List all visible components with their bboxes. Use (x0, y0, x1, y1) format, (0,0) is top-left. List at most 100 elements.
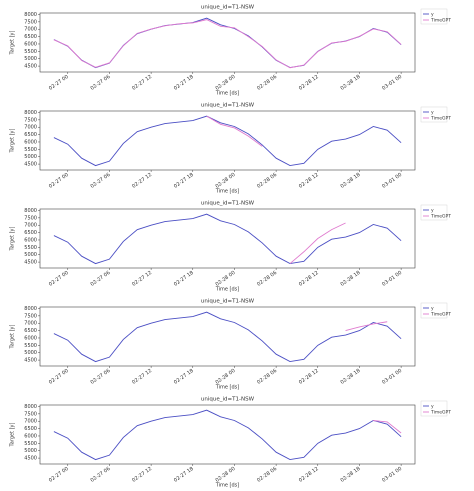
y-tick-label: 8000 (24, 208, 37, 214)
x-tick-label: 02-28 06 (256, 466, 278, 484)
x-tick-label: 02-28 00 (215, 270, 237, 288)
x-tick-label: 02-28 00 (215, 368, 237, 386)
y-tick-label: 5500 (24, 343, 37, 349)
x-tick-label: 02-28 00 (215, 74, 237, 92)
y-tick-label: 8000 (24, 110, 37, 116)
y-axis-label: Target [y] (10, 324, 16, 349)
y-axis-label: Target [y] (10, 422, 16, 447)
subplot-title: unique_id=T1-NSW (201, 201, 255, 207)
y-tick-label: 7000 (24, 419, 37, 425)
series-line (53, 17, 402, 69)
legend-label: TimeGPT (430, 18, 451, 24)
series-line (373, 420, 402, 434)
y-tick-label: 7000 (24, 223, 37, 229)
legend-label: TimeGPT (430, 410, 451, 416)
x-tick-label: 02-27 00 (48, 74, 70, 92)
y-tick-label: 8000 (24, 404, 37, 410)
x-tick-label: 02-27 18 (173, 368, 195, 386)
x-tick-label: 02-28 06 (256, 270, 278, 288)
legend-label: y (431, 307, 434, 312)
y-tick-label: 6000 (24, 41, 37, 47)
x-axis-label: Time [ds] (215, 189, 240, 195)
legend-label: TimeGPT (430, 116, 451, 122)
series-line (206, 115, 263, 147)
x-tick-label: 02-27 12 (131, 368, 153, 386)
x-axis-label: Time [ds] (215, 483, 240, 489)
x-tick-label: 02-28 12 (298, 368, 320, 386)
y-tick-label: 7000 (24, 125, 37, 131)
x-tick-label: 03-01 00 (381, 172, 403, 190)
plot-frame (39, 12, 416, 73)
x-tick-label: 02-27 00 (48, 270, 70, 288)
x-tick-label: 02-28 12 (298, 466, 320, 484)
x-axis-label: Time [ds] (215, 287, 240, 293)
x-axis-label: Time [ds] (215, 385, 240, 391)
y-tick-label: 8000 (24, 306, 37, 312)
y-axis-label: Target [y] (10, 128, 16, 153)
y-tick-label: 7500 (24, 411, 37, 417)
x-tick-label: 02-27 06 (90, 368, 112, 386)
x-tick-label: 02-27 12 (131, 270, 153, 288)
x-tick-label: 02-27 06 (90, 74, 112, 92)
x-tick-label: 02-28 06 (256, 368, 278, 386)
plot-frame (39, 306, 416, 367)
y-tick-label: 6000 (24, 433, 37, 439)
x-tick-label: 02-27 18 (173, 172, 195, 190)
x-tick-label: 02-27 06 (90, 466, 112, 484)
y-tick-label: 7000 (24, 321, 37, 327)
y-tick-label: 7500 (24, 117, 37, 123)
x-tick-label: 02-27 18 (173, 466, 195, 484)
y-tick-label: 6500 (24, 34, 37, 40)
x-tick-label: 02-28 00 (215, 172, 237, 190)
x-tick-label: 02-28 12 (298, 74, 320, 92)
y-tick-label: 4500 (24, 64, 37, 70)
x-axis-label: Time [ds] (215, 91, 240, 97)
x-tick-label: 02-27 12 (131, 172, 153, 190)
x-tick-label: 02-27 00 (48, 466, 70, 484)
y-tick-label: 7500 (24, 313, 37, 319)
subplot-title: unique_id=T1-NSW (201, 5, 255, 11)
y-tick-label: 7500 (24, 215, 37, 221)
y-tick-label: 7500 (24, 19, 37, 25)
y-tick-label: 5000 (24, 252, 37, 258)
y-tick-label: 5000 (24, 56, 37, 62)
y-tick-label: 6500 (24, 230, 37, 236)
x-tick-label: 02-27 18 (173, 270, 195, 288)
x-tick-label: 02-27 18 (173, 74, 195, 92)
y-tick-label: 5000 (24, 154, 37, 160)
y-axis-label: Target [y] (10, 30, 16, 55)
y-tick-label: 8000 (24, 12, 37, 18)
x-tick-label: 02-28 06 (256, 172, 278, 190)
subplot-title: unique_id=T1-NSW (201, 397, 255, 403)
x-tick-label: 02-28 18 (340, 270, 362, 288)
x-tick-label: 02-28 12 (298, 172, 320, 190)
y-tick-label: 5000 (24, 350, 37, 356)
legend-label: TimeGPT (430, 312, 451, 318)
x-tick-label: 02-27 00 (48, 172, 70, 190)
y-tick-label: 5000 (24, 448, 37, 454)
x-tick-label: 02-28 12 (298, 270, 320, 288)
x-tick-label: 02-28 18 (340, 172, 362, 190)
series-line (53, 213, 402, 265)
legend-label: y (431, 13, 434, 18)
x-tick-label: 02-27 06 (90, 270, 112, 288)
y-tick-label: 7000 (24, 27, 37, 33)
series-line (289, 222, 346, 264)
plot-frame (39, 110, 416, 171)
x-tick-label: 03-01 00 (381, 466, 403, 484)
x-tick-label: 02-28 18 (340, 368, 362, 386)
legend-label: y (431, 405, 434, 410)
y-tick-label: 6500 (24, 132, 37, 138)
y-tick-label: 4500 (24, 358, 37, 364)
x-tick-label: 03-01 00 (381, 270, 403, 288)
x-tick-label: 02-27 06 (90, 172, 112, 190)
y-tick-label: 6500 (24, 426, 37, 432)
x-tick-label: 02-27 12 (131, 466, 153, 484)
series-line (53, 115, 402, 167)
y-tick-label: 6000 (24, 139, 37, 145)
